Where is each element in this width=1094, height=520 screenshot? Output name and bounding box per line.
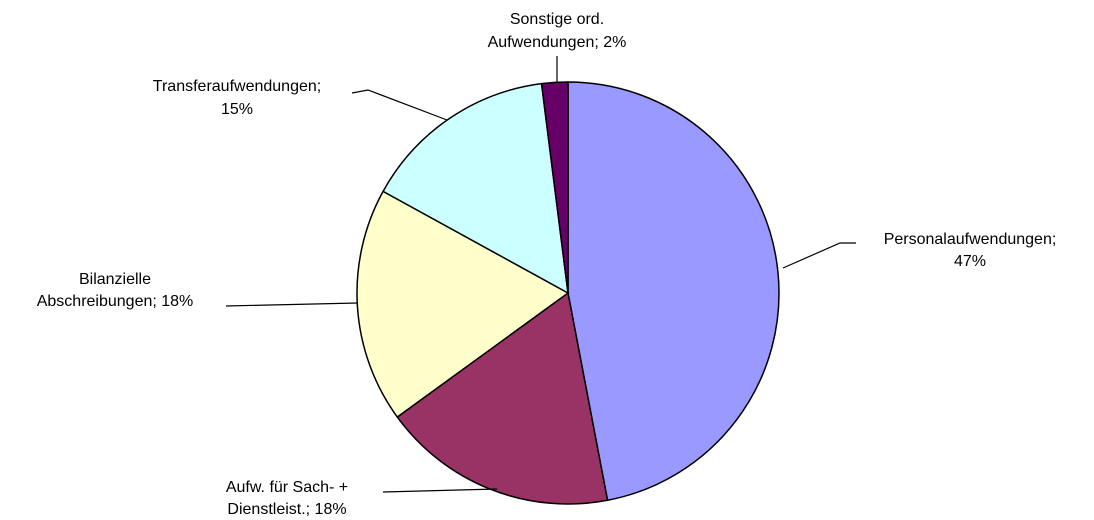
pie-slice	[382, 82, 569, 295]
data-label: Transferaufwendungen;	[153, 78, 321, 95]
data-label: 47%	[954, 253, 986, 270]
data-label: Dienstleist.; 18%	[227, 501, 346, 518]
pie-slice	[567, 81, 780, 502]
data-label: 15%	[221, 101, 253, 118]
pie-slice	[356, 190, 570, 419]
data-label: Sonstige ord.	[510, 11, 604, 28]
data-label: Abschreibungen; 18%	[37, 293, 194, 310]
leader-line	[225, 302, 358, 307]
data-label: Aufwendungen; 2%	[488, 34, 627, 51]
leader-line	[382, 488, 498, 493]
leader-line	[351, 89, 448, 121]
data-label: Bilanzielle	[79, 271, 151, 288]
pie-slice	[540, 81, 569, 294]
leader-line	[782, 242, 856, 269]
data-label: Aufw. für Sach- +	[226, 479, 348, 496]
data-label: Personalaufwendungen;	[884, 231, 1057, 248]
